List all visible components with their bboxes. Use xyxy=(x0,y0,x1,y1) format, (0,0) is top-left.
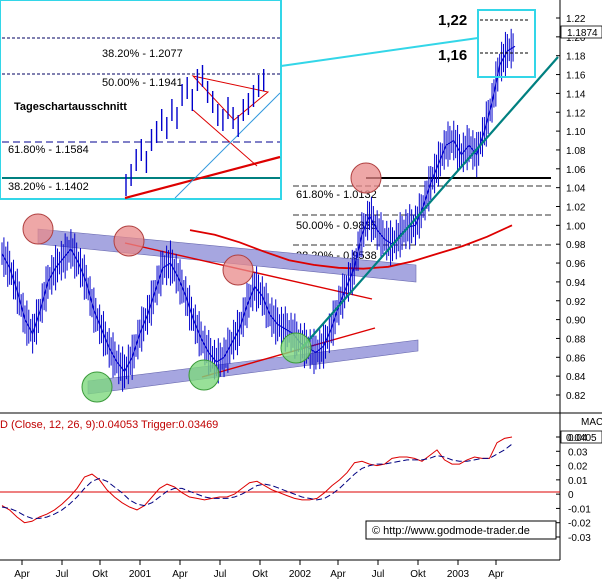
circle-red-2 xyxy=(113,225,145,257)
fib-label-500: 50.00% - 0.9835 xyxy=(296,220,377,232)
price-tick-label: 0.92 xyxy=(566,297,586,308)
price-tick-label: 0.86 xyxy=(566,353,586,364)
circle-red-1 xyxy=(22,213,54,245)
macd-tick-label: 0.04 xyxy=(568,433,588,444)
circle-green-2 xyxy=(188,359,220,391)
x-tick-label: Apr xyxy=(172,569,188,580)
fib-label-618: 61.80% - 1.0132 xyxy=(296,189,377,201)
macd-tick-label: 0.02 xyxy=(568,462,588,473)
inset-connector-line xyxy=(280,37,479,67)
inset-red-uptrend xyxy=(124,155,281,200)
inset-red-cross xyxy=(192,109,258,167)
price-bars xyxy=(1,28,514,392)
x-tick-label: Okt xyxy=(92,569,108,580)
daily-inset: 38.20% - 1.2077 50.00% - 1.1941 61.80% -… xyxy=(0,0,282,200)
circle-red-3 xyxy=(222,254,254,286)
x-tick-label: 2003 xyxy=(447,569,470,580)
target-label-lower: 1,16 xyxy=(438,47,467,64)
macd-current-value: 0.0405 xyxy=(566,433,597,444)
price-tick-label: 1.08 xyxy=(566,146,586,157)
macd-line xyxy=(1,436,513,524)
price-tick-label: 1.06 xyxy=(566,165,586,176)
price-tick-label: 1.12 xyxy=(566,108,586,119)
fib-lines: 61.80% - 1.0132 50.00% - 0.9835 38.20% -… xyxy=(293,185,553,262)
circle-red-4 xyxy=(350,162,382,194)
price-tick-label: 1.16 xyxy=(566,71,586,82)
macd-panel: D (Close, 12, 26, 9):0.04053 Trigger:0.0… xyxy=(0,412,602,560)
macd-label: D (Close, 12, 26, 9):0.04053 Trigger:0.0… xyxy=(0,419,218,431)
macd-tick-label: -0.01 xyxy=(568,504,591,515)
price-tick-label: 1.00 xyxy=(566,221,586,232)
current-value-box xyxy=(560,25,602,39)
macd-tick-label: -0.03 xyxy=(568,533,591,544)
price-tick-label: 1.02 xyxy=(566,203,586,214)
target-box xyxy=(477,9,536,78)
trigger-line xyxy=(1,443,513,519)
current-value-label: 1.1874 xyxy=(567,28,598,39)
pivot-circles xyxy=(22,162,382,403)
macd-tick-label: -0.02 xyxy=(568,519,591,530)
inset-level-1-label: 38.20% - 1.2077 xyxy=(102,48,183,60)
uptrend-line xyxy=(299,56,559,351)
price-tick-label: 0.84 xyxy=(566,372,586,383)
target-label-upper: 1,22 xyxy=(438,12,467,29)
moving-average-line xyxy=(189,224,513,270)
price-tick-label: 0.96 xyxy=(566,259,586,270)
target-callout: 1,22 1,16 xyxy=(280,9,536,78)
x-tick-label: Jul xyxy=(214,569,227,580)
macd-tick-label: 0.03 xyxy=(568,447,588,458)
price-tick-label: 1.22 xyxy=(566,14,586,25)
copyright-box xyxy=(365,520,557,540)
inset-level-3-label: 61.80% - 1.1584 xyxy=(8,144,89,156)
x-tick-label: Okt xyxy=(252,569,268,580)
x-tick-label: 2001 xyxy=(129,569,152,580)
price-tick-label: 0.98 xyxy=(566,240,586,251)
macd-tick-label: 0 xyxy=(568,490,574,501)
x-tick-label: Apr xyxy=(330,569,346,580)
macd-y-ticks: 0.04 0.03 0.02 0.01 0 -0.01 -0.02 -0.03 xyxy=(556,433,591,544)
price-y-ticks: 1.221.201.181.161.141.121.101.081.061.04… xyxy=(556,14,586,402)
x-tick-label: Apr xyxy=(14,569,30,580)
circle-green-1 xyxy=(81,371,113,403)
copyright-text: © http://www.godmode-trader.de xyxy=(372,525,530,537)
x-axis: Apr Jul Okt 2001 Apr Jul Okt 2002 Apr Jul Okt 2003 A… xyxy=(0,559,560,580)
x-tick-label: Jul xyxy=(372,569,385,580)
price-panel: 1.221.201.181.161.141.121.101.081.061.04… xyxy=(0,0,602,413)
inset-blue-uptrend xyxy=(174,92,281,199)
price-tick-label: 1.14 xyxy=(566,89,586,100)
price-tick-label: 0.94 xyxy=(566,278,586,289)
x-tick-label: Apr xyxy=(488,569,504,580)
inset-bars xyxy=(125,65,265,196)
inset-red-triangle xyxy=(191,75,270,121)
inset-level-4-label: 38.20% - 1.1402 xyxy=(8,181,89,193)
inset-title: Tageschartausschnitt xyxy=(14,101,127,113)
price-tick-label: 0.90 xyxy=(566,316,586,327)
x-tick-label: 2002 xyxy=(289,569,312,580)
inset-level-2-label: 50.00% - 1.1941 xyxy=(102,77,183,89)
macd-axis-title: MAC xyxy=(581,417,602,428)
circle-green-3 xyxy=(280,332,312,364)
x-tick-label: Jul xyxy=(56,569,69,580)
x-tick-label: Okt xyxy=(410,569,426,580)
price-tick-label: 0.82 xyxy=(566,391,586,402)
price-tick-label: 1.04 xyxy=(566,184,586,195)
macd-tick-label: 0.01 xyxy=(568,476,588,487)
inset-frame xyxy=(0,0,282,200)
price-tick-label: 0.88 xyxy=(566,334,586,345)
macd-current-box xyxy=(560,430,602,444)
price-tick-label: 1.18 xyxy=(566,52,586,63)
price-tick-label: 1.10 xyxy=(566,127,586,138)
